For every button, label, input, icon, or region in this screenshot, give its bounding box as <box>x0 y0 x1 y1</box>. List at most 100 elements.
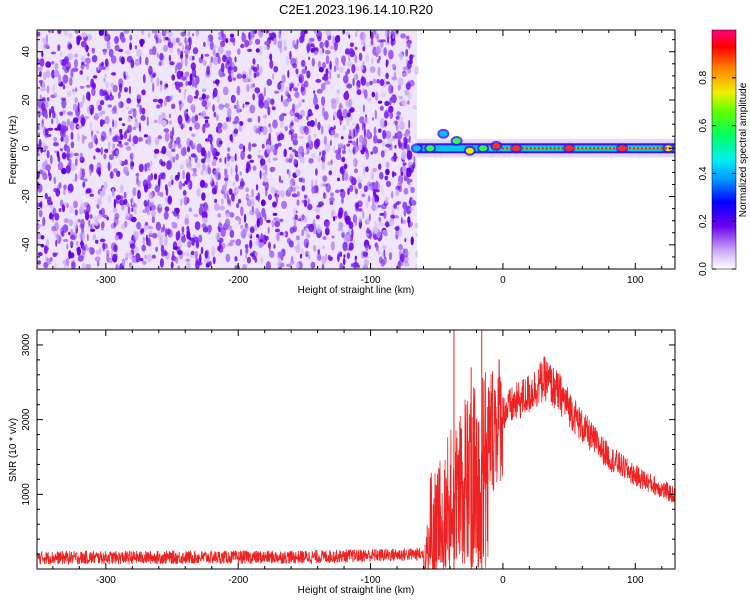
noise-speck <box>318 60 322 69</box>
noise-speck <box>165 187 169 196</box>
noise-speck <box>98 166 101 177</box>
noise-speck <box>120 185 125 191</box>
noise-speck <box>205 263 210 268</box>
noise-speck <box>379 117 385 128</box>
noise-speck <box>232 181 236 187</box>
noise-speck <box>191 107 195 113</box>
noise-speck <box>70 151 73 159</box>
noise-speck <box>289 226 295 234</box>
noise-speck <box>252 165 257 171</box>
figure-title: C2E1.2023.196.14.10.R20 <box>279 2 433 17</box>
signal-peak-dot <box>525 146 529 150</box>
noise-speck <box>88 141 94 149</box>
noise-speck <box>338 66 344 73</box>
noise-speck <box>302 178 306 184</box>
noise-speck <box>316 253 322 261</box>
noise-speck <box>67 90 72 98</box>
noise-speck <box>363 165 366 176</box>
signal-blob-core <box>439 130 448 137</box>
noise-speck <box>128 251 133 260</box>
noise-speck <box>202 163 206 171</box>
noise-speck <box>68 190 71 194</box>
noise-speck <box>289 260 295 265</box>
noise-speck <box>366 230 371 234</box>
noise-speck <box>164 30 167 34</box>
noise-speck <box>334 111 337 119</box>
noise-speck <box>223 193 227 199</box>
noise-speck <box>68 33 73 39</box>
noise-speck <box>322 236 327 240</box>
noise-speck <box>108 94 114 101</box>
noise-speck <box>370 171 374 181</box>
noise-speck <box>173 258 177 262</box>
noise-speck <box>124 142 129 146</box>
noise-speck <box>61 167 67 175</box>
noise-speck <box>203 122 210 128</box>
noise-speck <box>355 66 360 72</box>
noise-speck <box>140 228 145 234</box>
noise-speck <box>37 252 43 257</box>
noise-speck <box>337 142 344 149</box>
noise-speck <box>267 194 273 201</box>
noise-speck <box>145 234 148 243</box>
noise-speck <box>407 161 413 168</box>
noise-speck <box>293 219 297 228</box>
spectrogram-x-tick-label: -300 <box>96 275 116 286</box>
noise-speck <box>159 80 163 85</box>
noise-speck <box>159 159 163 165</box>
noise-speck <box>314 178 318 187</box>
noise-speck <box>413 155 416 163</box>
noise-speck <box>203 202 208 212</box>
noise-speck <box>67 183 74 193</box>
noise-speck <box>181 226 185 234</box>
noise-speck <box>404 262 410 267</box>
noise-speck <box>209 60 212 69</box>
noise-speck <box>45 61 52 68</box>
noise-speck <box>42 97 45 102</box>
noise-speck <box>219 205 225 211</box>
noise-speck <box>80 114 85 122</box>
noise-speck <box>155 221 162 231</box>
noise-speck <box>249 227 255 233</box>
noise-speck <box>141 89 146 96</box>
noise-speck <box>96 130 100 135</box>
noise-speck <box>322 175 328 182</box>
noise-speck <box>373 200 379 211</box>
noise-speck <box>96 249 100 256</box>
noise-speck <box>73 103 78 111</box>
noise-speck <box>139 257 144 262</box>
noise-speck <box>178 180 183 190</box>
noise-speck <box>296 38 299 46</box>
noise-speck <box>37 66 43 72</box>
noise-speck <box>80 40 87 48</box>
noise-speck <box>388 217 395 227</box>
noise-speck <box>267 106 271 116</box>
signal-peak-dot <box>656 146 660 150</box>
noise-speck <box>366 217 370 225</box>
noise-speck <box>95 239 99 244</box>
noise-speck <box>129 34 133 41</box>
noise-speck <box>359 116 365 124</box>
noise-speck <box>365 132 371 138</box>
noise-speck <box>333 145 336 154</box>
noise-speck <box>219 158 222 163</box>
noise-speck <box>134 207 137 215</box>
noise-speck <box>262 176 268 182</box>
colorbar-tick-label: 0.2 <box>698 214 709 228</box>
noise-speck <box>114 44 120 52</box>
noise-speck <box>341 232 345 238</box>
noise-speck <box>119 144 124 148</box>
noise-speck <box>230 166 233 176</box>
noise-speck <box>210 56 213 63</box>
noise-speck <box>400 216 403 225</box>
signal-peak-dot <box>549 146 552 150</box>
noise-speck <box>58 74 62 85</box>
noise-speck <box>272 119 278 129</box>
noise-speck <box>45 44 50 49</box>
noise-speck <box>83 178 88 182</box>
noise-speck <box>288 158 293 163</box>
noise-speck <box>118 48 124 53</box>
noise-speck <box>246 199 252 207</box>
noise-speck <box>244 244 249 249</box>
noise-speck <box>204 165 208 175</box>
